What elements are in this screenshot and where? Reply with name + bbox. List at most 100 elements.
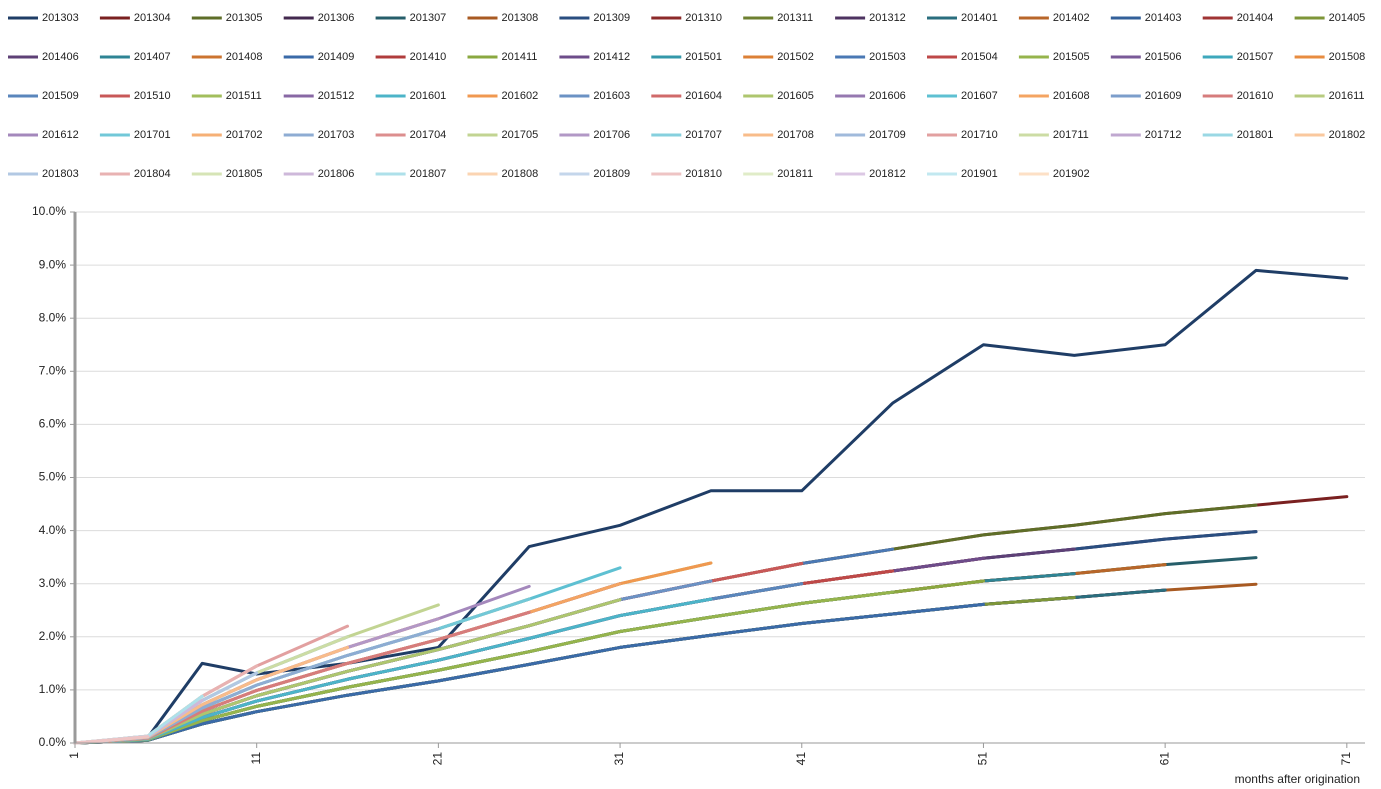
y-tick-label: 2.0%: [39, 629, 67, 643]
series-line: [73, 596, 1076, 745]
legend-label: 201606: [869, 90, 906, 102]
legend-label: 201306: [318, 12, 355, 24]
legend-label: 201810: [685, 168, 722, 180]
legend-label: 201601: [410, 90, 447, 102]
x-tick-label: 21: [431, 752, 445, 766]
legend-label: 201411: [502, 51, 538, 63]
legend-label: 201311: [777, 12, 813, 24]
y-tick-label: 0.0%: [39, 735, 67, 749]
grid: [75, 211, 1365, 744]
y-tick-label: 7.0%: [39, 363, 67, 377]
x-tick-label: 71: [1339, 752, 1353, 766]
legend-label: 201505: [1053, 51, 1090, 63]
series-line: [73, 735, 150, 745]
legend-label: 201502: [777, 51, 814, 63]
legend-label: 201809: [593, 168, 630, 180]
legend-label: 201704: [410, 129, 447, 141]
x-tick-label: 61: [1157, 752, 1171, 766]
series-line: [73, 602, 985, 745]
legend-label: 201804: [134, 168, 171, 180]
legend-label: 201703: [318, 129, 355, 141]
y-tick-label: 6.0%: [39, 417, 67, 431]
y-tick-label: 9.0%: [39, 257, 67, 271]
legend-label: 201412: [593, 51, 630, 63]
legend-label: 201711: [1053, 129, 1089, 141]
legend-label: 201310: [685, 12, 722, 24]
legend-label: 201605: [777, 90, 814, 102]
series-line: [73, 590, 895, 745]
legend-label: 201503: [869, 51, 906, 63]
series-line: [73, 268, 1349, 745]
legend-label: 201610: [1237, 90, 1274, 102]
series-line: [73, 588, 1167, 745]
legend-label: 201812: [869, 168, 906, 180]
legend-label: 201410: [410, 51, 447, 63]
legend-label: 201709: [869, 129, 906, 141]
legend-label: 201701: [134, 129, 171, 141]
series-line: [73, 561, 713, 745]
legend-label: 201612: [42, 129, 79, 141]
y-tick-label: 1.0%: [39, 682, 67, 696]
legend-label: 201512: [318, 90, 355, 102]
series-line: [73, 627, 440, 745]
series-line: [73, 624, 350, 745]
legend-label: 201801: [1237, 129, 1274, 141]
x-tick-label: 41: [794, 752, 808, 766]
series-line: [73, 596, 1076, 745]
legend-label: 201611: [1329, 90, 1365, 102]
legend-label: 201706: [593, 129, 630, 141]
legend-label: 201408: [226, 51, 263, 63]
legend-label: 201803: [42, 168, 79, 180]
legend-label: 201708: [777, 129, 814, 141]
legend-label: 201811: [777, 168, 813, 180]
legend-label: 201806: [318, 168, 355, 180]
legend-label: 201702: [226, 129, 263, 141]
legend-label: 201607: [961, 90, 998, 102]
legend-label: 201402: [1053, 12, 1090, 24]
legend-label: 201603: [593, 90, 630, 102]
legend: 201303 201304 201305 201306 201307 201308 2013…: [8, 12, 1365, 180]
legend-label: 201405: [1329, 12, 1366, 24]
y-tick-label: 5.0%: [39, 470, 67, 484]
legend-label: 201609: [1145, 90, 1182, 102]
y-tick-label: 4.0%: [39, 523, 67, 537]
legend-label: 201807: [410, 168, 447, 180]
legend-label: 201309: [593, 12, 630, 24]
legend-label: 201308: [502, 12, 539, 24]
legend-label: 201602: [502, 90, 539, 102]
y-tick-label: 8.0%: [39, 310, 67, 324]
x-tick-label: 11: [249, 752, 263, 765]
legend-label: 201509: [42, 90, 79, 102]
legend-label: 201312: [869, 12, 906, 24]
legend-label: 201406: [42, 51, 79, 63]
x-tick-label: 1: [67, 752, 81, 759]
legend-label: 201506: [1145, 51, 1182, 63]
legend-label: 201808: [502, 168, 539, 180]
y-tick-label: 3.0%: [39, 576, 67, 590]
series-line: [73, 598, 622, 745]
legend-label: 201511: [226, 90, 262, 102]
x-tick-label: 51: [976, 752, 990, 766]
series-line: [73, 556, 1258, 745]
legend-label: 201409: [318, 51, 355, 63]
legend-label: 201705: [502, 129, 539, 141]
legend-label: 201404: [1237, 12, 1274, 24]
legend-label: 201712: [1145, 129, 1182, 141]
series-line: [73, 588, 1167, 745]
legend-label: 201710: [961, 129, 998, 141]
x-tick-label: 31: [612, 752, 626, 766]
plot-lines: [73, 268, 1349, 745]
legend-label: 201501: [685, 51, 722, 63]
legend-label: 201304: [134, 12, 171, 24]
legend-label: 201507: [1237, 51, 1274, 63]
legend-label: 201902: [1053, 168, 1090, 180]
series-line: [73, 588, 1167, 745]
series-line: [73, 495, 1349, 745]
legend-label: 201504: [961, 51, 998, 63]
legend-label: 201510: [134, 90, 171, 102]
legend-label: 201604: [685, 90, 722, 102]
legend-label: 201307: [410, 12, 447, 24]
legend-label: 201805: [226, 168, 263, 180]
series-line: [73, 561, 713, 745]
